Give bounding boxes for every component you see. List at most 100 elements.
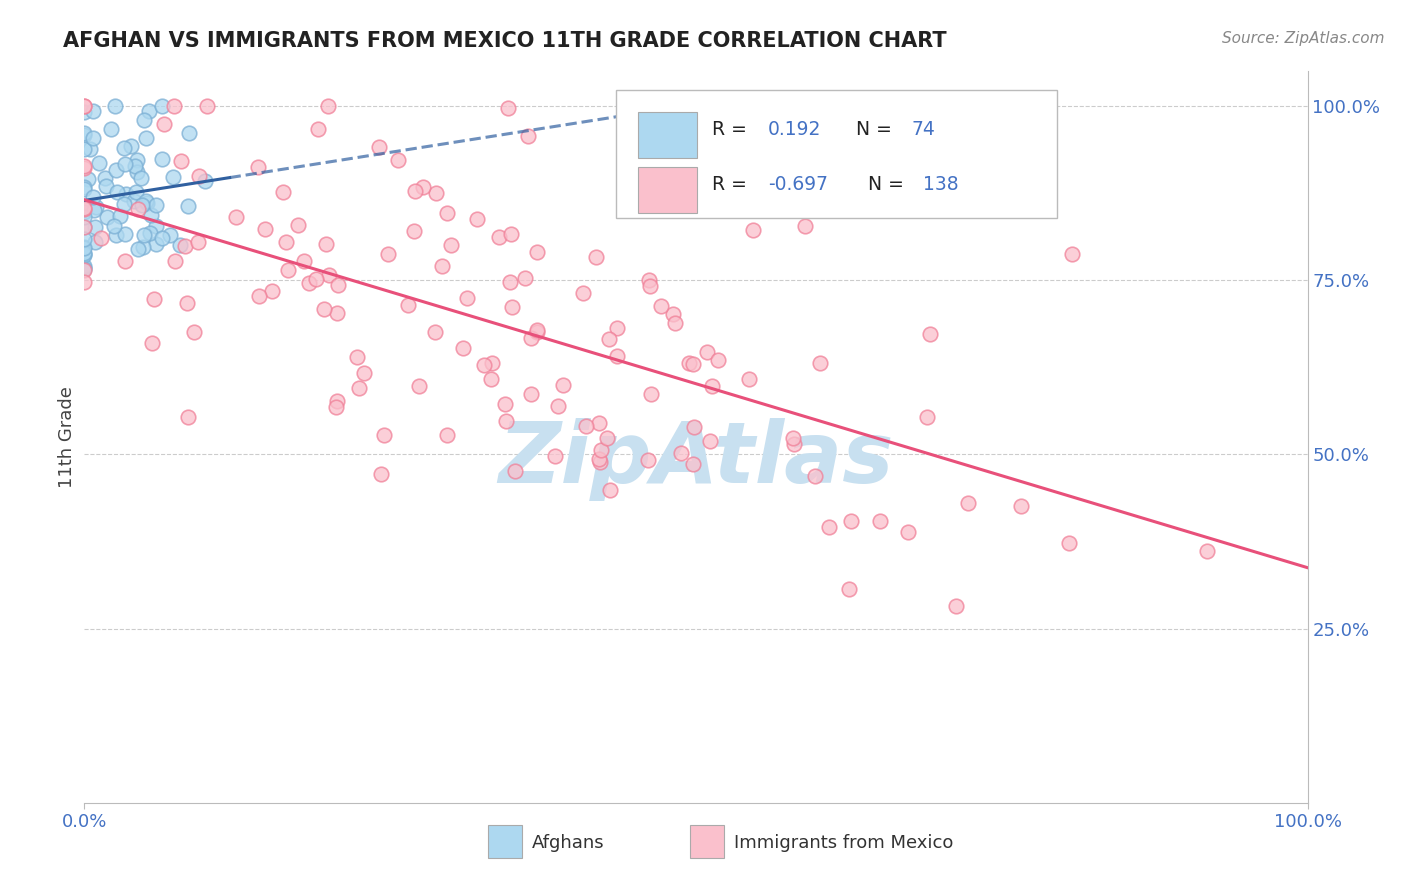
Point: [544, 450, 567, 464]
Point: [634, 161, 657, 176]
Bar: [638, 167, 697, 212]
Point: [73, 260, 96, 275]
Point: [297, 276, 319, 290]
Point: [519, 387, 541, 401]
Point: [177, 409, 200, 424]
Point: [305, 272, 328, 286]
Point: [499, 276, 522, 290]
Point: [73, 219, 96, 234]
Point: [599, 483, 621, 497]
Point: [77, 172, 100, 186]
Point: [292, 254, 315, 268]
Point: [662, 307, 685, 321]
Point: [312, 301, 335, 316]
Point: [79, 142, 101, 156]
Point: [103, 219, 125, 233]
Point: [73, 248, 96, 262]
Point: [73, 202, 96, 217]
Point: [145, 237, 167, 252]
Point: [73, 241, 96, 255]
Point: [112, 141, 135, 155]
Point: [84, 235, 107, 250]
Point: [225, 210, 247, 224]
Point: [516, 128, 538, 143]
Point: [700, 378, 723, 392]
Point: [139, 226, 162, 240]
Point: [131, 198, 153, 212]
Point: [114, 254, 136, 268]
Point: [404, 224, 426, 238]
Point: [696, 344, 718, 359]
Point: [481, 356, 503, 370]
Point: [93, 171, 115, 186]
Point: [132, 227, 155, 242]
Point: [808, 356, 831, 370]
Point: [114, 227, 136, 241]
Point: [588, 451, 610, 466]
Point: [1057, 535, 1080, 549]
Point: [328, 277, 350, 292]
Point: [177, 126, 200, 140]
Point: [307, 122, 329, 136]
Y-axis label: 11th Grade: 11th Grade: [58, 386, 76, 488]
Point: [349, 381, 371, 395]
Point: [589, 455, 612, 469]
Point: [547, 399, 569, 413]
Point: [453, 341, 475, 355]
Text: Immigrants from Mexico: Immigrants from Mexico: [734, 834, 953, 852]
Point: [73, 211, 96, 225]
Point: [73, 246, 96, 260]
Bar: [488, 825, 522, 858]
Point: [139, 208, 162, 222]
Point: [436, 428, 458, 442]
Point: [260, 285, 283, 299]
Point: [100, 121, 122, 136]
Point: [638, 279, 661, 293]
Point: [404, 184, 426, 198]
Point: [247, 160, 270, 174]
Point: [650, 299, 672, 313]
Point: [598, 332, 620, 346]
Text: R =: R =: [711, 175, 752, 194]
Point: [479, 372, 502, 386]
Point: [945, 599, 967, 614]
Point: [436, 206, 458, 220]
Point: [152, 117, 174, 131]
Point: [326, 306, 349, 320]
Point: [104, 99, 127, 113]
Point: [73, 161, 96, 176]
Point: [682, 457, 704, 471]
Point: [839, 515, 862, 529]
Point: [920, 327, 942, 342]
Point: [325, 400, 347, 414]
Point: [738, 372, 761, 386]
Point: [73, 260, 96, 274]
Point: [83, 202, 105, 217]
Point: [526, 325, 548, 339]
Text: N =: N =: [856, 120, 898, 139]
Point: [195, 99, 218, 113]
Point: [120, 138, 142, 153]
Point: [495, 397, 517, 411]
Point: [465, 212, 488, 227]
Point: [287, 218, 309, 232]
Point: [162, 170, 184, 185]
Point: [127, 202, 149, 216]
Point: [678, 356, 700, 370]
Point: [169, 238, 191, 252]
Point: [396, 298, 419, 312]
Point: [150, 99, 173, 113]
Point: [271, 185, 294, 199]
Point: [73, 99, 96, 113]
Point: [817, 519, 839, 533]
Bar: [638, 112, 697, 158]
Point: [526, 244, 548, 259]
Point: [606, 349, 628, 363]
Point: [664, 316, 686, 330]
Point: [353, 366, 375, 380]
Point: [782, 431, 804, 445]
Point: [138, 103, 160, 118]
Point: [73, 261, 96, 276]
Point: [73, 205, 96, 219]
Point: [127, 242, 149, 256]
